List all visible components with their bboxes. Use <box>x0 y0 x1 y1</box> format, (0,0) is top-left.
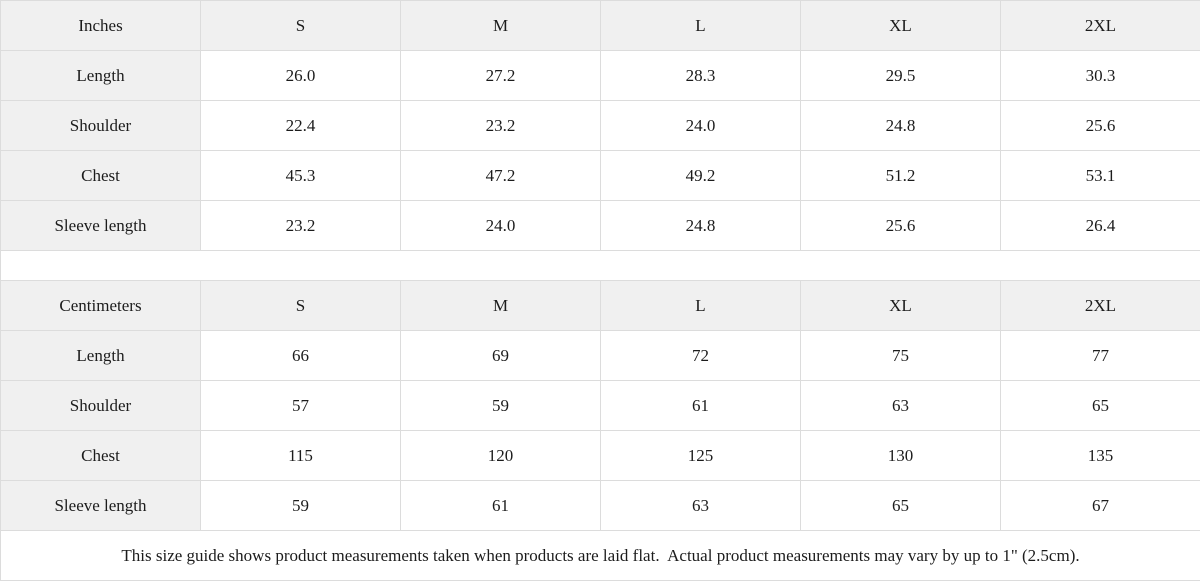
size-header-cell: S <box>201 1 401 51</box>
size-header-cell: 2XL <box>1001 281 1200 331</box>
unit-header-inches: Inches <box>1 1 201 51</box>
value-cell: 30.3 <box>1001 51 1200 101</box>
size-header-cell: M <box>401 1 601 51</box>
value-cell: 75 <box>801 331 1001 381</box>
table-row: Shoulder 57 59 61 63 65 <box>1 381 1200 431</box>
value-cell: 59 <box>401 381 601 431</box>
value-cell: 61 <box>601 381 801 431</box>
size-header-cell: S <box>201 281 401 331</box>
value-cell: 57 <box>201 381 401 431</box>
row-label-cell: Length <box>1 331 201 381</box>
value-cell: 26.4 <box>1001 201 1200 251</box>
row-label-cell: Chest <box>1 151 201 201</box>
value-cell: 120 <box>401 431 601 481</box>
table-row: Sleeve length 23.2 24.0 24.8 25.6 26.4 <box>1 201 1200 251</box>
value-cell: 23.2 <box>201 201 401 251</box>
value-cell: 47.2 <box>401 151 601 201</box>
value-cell: 53.1 <box>1001 151 1200 201</box>
value-cell: 27.2 <box>401 51 601 101</box>
spacer-cell <box>1 251 1200 281</box>
size-header-cell: XL <box>801 281 1001 331</box>
footer-note-row: This size guide shows product measuremen… <box>1 531 1200 581</box>
value-cell: 25.6 <box>1001 101 1200 151</box>
value-cell: 65 <box>801 481 1001 531</box>
value-cell: 22.4 <box>201 101 401 151</box>
value-cell: 29.5 <box>801 51 1001 101</box>
value-cell: 24.8 <box>801 101 1001 151</box>
value-cell: 130 <box>801 431 1001 481</box>
table-row: Length 66 69 72 75 77 <box>1 331 1200 381</box>
value-cell: 59 <box>201 481 401 531</box>
value-cell: 65 <box>1001 381 1200 431</box>
value-cell: 25.6 <box>801 201 1001 251</box>
value-cell: 63 <box>601 481 801 531</box>
value-cell: 63 <box>801 381 1001 431</box>
row-label-cell: Shoulder <box>1 101 201 151</box>
size-header-cell: L <box>601 1 801 51</box>
unit-header-centimeters: Centimeters <box>1 281 201 331</box>
value-cell: 77 <box>1001 331 1200 381</box>
row-label-cell: Shoulder <box>1 381 201 431</box>
value-cell: 69 <box>401 331 601 381</box>
value-cell: 24.8 <box>601 201 801 251</box>
table-row: Chest 115 120 125 130 135 <box>1 431 1200 481</box>
centimeters-header-row: Centimeters S M L XL 2XL <box>1 281 1200 331</box>
table-row: Chest 45.3 47.2 49.2 51.2 53.1 <box>1 151 1200 201</box>
value-cell: 66 <box>201 331 401 381</box>
value-cell: 72 <box>601 331 801 381</box>
value-cell: 135 <box>1001 431 1200 481</box>
size-header-cell: 2XL <box>1001 1 1200 51</box>
value-cell: 51.2 <box>801 151 1001 201</box>
size-header-cell: M <box>401 281 601 331</box>
row-label-cell: Length <box>1 51 201 101</box>
value-cell: 24.0 <box>401 201 601 251</box>
value-cell: 28.3 <box>601 51 801 101</box>
row-label-cell: Sleeve length <box>1 481 201 531</box>
value-cell: 23.2 <box>401 101 601 151</box>
value-cell: 24.0 <box>601 101 801 151</box>
table-spacer-row <box>1 251 1200 281</box>
value-cell: 67 <box>1001 481 1200 531</box>
table-row: Length 26.0 27.2 28.3 29.5 30.3 <box>1 51 1200 101</box>
row-label-cell: Chest <box>1 431 201 481</box>
table-row: Sleeve length 59 61 63 65 67 <box>1 481 1200 531</box>
value-cell: 125 <box>601 431 801 481</box>
row-label-cell: Sleeve length <box>1 201 201 251</box>
value-cell: 49.2 <box>601 151 801 201</box>
inches-header-row: Inches S M L XL 2XL <box>1 1 1200 51</box>
value-cell: 115 <box>201 431 401 481</box>
size-header-cell: XL <box>801 1 1001 51</box>
size-guide-note: This size guide shows product measuremen… <box>1 531 1200 581</box>
value-cell: 61 <box>401 481 601 531</box>
size-header-cell: L <box>601 281 801 331</box>
value-cell: 26.0 <box>201 51 401 101</box>
value-cell: 45.3 <box>201 151 401 201</box>
table-row: Shoulder 22.4 23.2 24.0 24.8 25.6 <box>1 101 1200 151</box>
